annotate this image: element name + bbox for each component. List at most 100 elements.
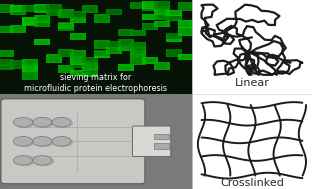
Bar [38, 7, 46, 11]
Bar [26, 20, 33, 24]
Bar [119, 29, 133, 35]
Bar [85, 64, 95, 70]
Bar [73, 51, 83, 57]
Bar [58, 65, 74, 73]
Bar [23, 18, 37, 24]
Bar [73, 60, 83, 67]
Bar [133, 44, 143, 47]
Bar [73, 58, 83, 64]
Bar [25, 74, 35, 79]
Bar [94, 40, 110, 49]
Bar [74, 35, 81, 39]
Bar [70, 57, 86, 65]
Bar [154, 143, 169, 149]
Bar [14, 26, 22, 32]
Bar [35, 6, 49, 12]
Bar [22, 18, 38, 26]
Bar [1, 5, 11, 12]
Bar [22, 64, 38, 72]
Bar [181, 29, 191, 34]
Bar [23, 19, 37, 25]
Bar [71, 71, 85, 76]
Bar [110, 43, 118, 45]
Bar [26, 74, 33, 78]
Bar [178, 54, 194, 60]
Bar [169, 11, 179, 15]
Bar [62, 67, 70, 72]
Bar [83, 6, 97, 13]
Bar [26, 61, 33, 65]
Bar [14, 62, 22, 67]
Bar [155, 7, 169, 15]
Bar [157, 2, 167, 8]
Bar [1, 64, 11, 68]
Bar [169, 36, 179, 41]
Bar [22, 64, 38, 71]
Bar [134, 44, 142, 47]
Bar [133, 47, 143, 54]
Bar [70, 70, 86, 76]
Bar [58, 23, 74, 30]
Bar [1, 27, 11, 32]
Bar [110, 48, 118, 52]
FancyBboxPatch shape [132, 126, 171, 156]
Text: Linear: Linear [235, 78, 269, 88]
Bar [142, 14, 158, 20]
Bar [2, 60, 9, 64]
Bar [71, 57, 85, 64]
Bar [170, 16, 178, 19]
Bar [10, 25, 26, 33]
Bar [178, 20, 194, 28]
Bar [85, 69, 95, 76]
Bar [154, 8, 170, 15]
Bar [131, 2, 145, 9]
Text: microfluidic protein electrophoresis: microfluidic protein electrophoresis [24, 84, 168, 93]
Bar [82, 63, 98, 71]
Bar [169, 50, 179, 56]
Bar [134, 32, 142, 34]
Bar [109, 48, 119, 53]
Bar [106, 46, 122, 54]
Circle shape [15, 156, 35, 166]
Bar [145, 24, 155, 29]
Bar [22, 5, 38, 12]
Bar [1, 51, 11, 56]
Bar [61, 24, 71, 29]
Bar [97, 16, 107, 22]
Bar [110, 11, 118, 14]
Bar [133, 58, 143, 64]
Bar [71, 60, 85, 67]
Bar [166, 15, 182, 21]
Bar [12, 7, 23, 11]
Bar [35, 16, 49, 22]
Bar [170, 16, 178, 19]
Bar [85, 67, 95, 72]
Bar [131, 30, 145, 35]
Bar [179, 21, 193, 27]
Bar [61, 23, 71, 30]
Bar [38, 41, 46, 44]
Bar [1, 62, 11, 68]
Bar [37, 21, 47, 26]
Bar [131, 50, 145, 57]
Bar [82, 57, 98, 63]
Bar [46, 4, 62, 11]
Circle shape [33, 117, 52, 127]
Bar [145, 5, 155, 10]
Bar [98, 52, 105, 55]
Bar [130, 2, 146, 9]
Bar [14, 8, 22, 13]
Bar [23, 65, 37, 71]
Bar [157, 8, 167, 14]
Bar [47, 5, 61, 10]
Bar [58, 22, 74, 31]
Bar [98, 53, 105, 56]
Bar [142, 23, 158, 30]
Bar [143, 58, 157, 63]
Bar [158, 2, 166, 7]
Bar [71, 34, 85, 40]
Bar [83, 57, 97, 62]
Bar [145, 15, 155, 19]
Bar [131, 43, 145, 48]
Text: Crosslinked: Crosslinked [220, 178, 284, 188]
